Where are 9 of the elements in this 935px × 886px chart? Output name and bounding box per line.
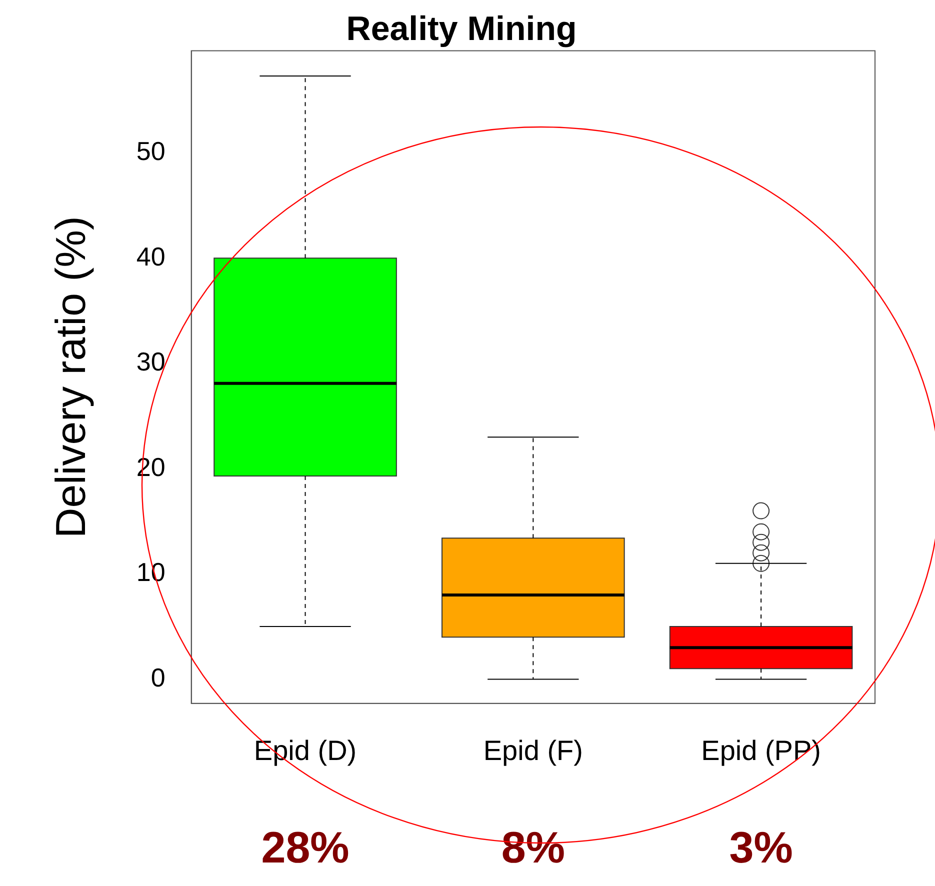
text: 28%	[261, 824, 350, 873]
text: 3%	[729, 824, 793, 873]
y-tick-label: 50	[136, 136, 166, 166]
y-tick-label: 40	[136, 241, 166, 272]
chart-title: Reality Mining	[346, 10, 577, 48]
y-tick-label: 30	[136, 346, 166, 377]
x-tick-label: Epid (F)	[483, 734, 583, 766]
y-tick-label: 0	[150, 662, 166, 692]
y-axis-title: Delivery ratio (%)	[46, 216, 94, 538]
